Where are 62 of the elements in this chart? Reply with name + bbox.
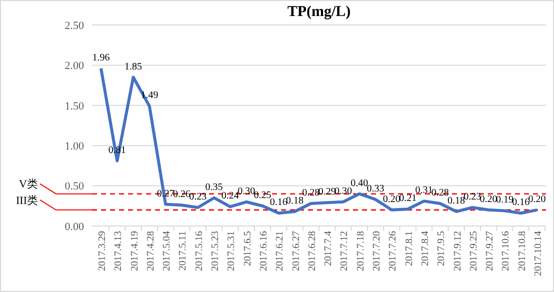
x-tick-label: 2017.8.1 <box>404 231 415 266</box>
x-tick-label: 2017.5.04 <box>162 231 173 271</box>
x-tick-label: 2017.10.14 <box>533 231 544 276</box>
x-tick-label: 2017.9.12 <box>452 231 464 271</box>
x-tick-label: 2017.4.28 <box>145 231 156 271</box>
data-label: 1.85 <box>124 61 142 72</box>
x-tick-label: 2017.3.29 <box>97 231 108 271</box>
y-tick-label: 1.00 <box>64 140 84 152</box>
x-tick-label: 2017.9.27 <box>484 231 496 271</box>
y-tick-label: 2.50 <box>64 20 84 32</box>
data-label: 0.29 <box>318 186 336 198</box>
x-tick-label: 2017.7.20 <box>372 231 383 271</box>
y-tick-label: 1.50 <box>64 100 84 112</box>
x-tick-label: 2017.6.21 <box>274 231 286 271</box>
x-tick-label: 2017.10.6 <box>500 231 512 271</box>
data-label: 0.25 <box>254 190 272 201</box>
y-tick-label: 0.50 <box>64 180 84 193</box>
data-label: 0.18 <box>286 196 304 207</box>
data-label: 0.16 <box>512 197 530 208</box>
x-tick-label: 2017.6.16 <box>258 231 270 271</box>
ref-line-label: V类 <box>19 178 38 191</box>
data-label: 0.19 <box>496 194 514 206</box>
data-label: 0.24 <box>221 190 239 202</box>
x-tick-label: 2017.6.28 <box>306 231 318 271</box>
data-label: 0.23 <box>464 192 482 203</box>
x-tick-label: 2017.5.31 <box>226 231 238 271</box>
x-tick-label: 2017.5.23 <box>210 231 222 271</box>
data-label: 0.30 <box>238 186 256 197</box>
x-tick-label: 2017.4.13 <box>113 231 124 271</box>
data-label: 0.21 <box>399 193 417 204</box>
data-label: 0.20 <box>528 194 546 205</box>
x-tick-label: 2017.6.27 <box>290 231 302 271</box>
data-label: 0.18 <box>448 196 466 207</box>
x-tick-label: 2017.4.19 <box>129 231 140 271</box>
data-label: 0.20 <box>480 194 498 205</box>
x-tick-label: 2017.7.12 <box>339 231 350 271</box>
data-label: 0.31 <box>415 185 433 196</box>
data-label: 0.40 <box>350 178 368 189</box>
data-label: 0.35 <box>205 182 223 193</box>
x-tick-label: 2017.5.16 <box>194 231 205 271</box>
data-label: 0.16 <box>270 197 288 208</box>
x-tick-label: 2017.5.11 <box>178 231 189 271</box>
data-label: 0.33 <box>366 183 384 194</box>
y-tick-label: 0.00 <box>64 220 84 233</box>
data-label: 0.23 <box>189 192 207 203</box>
x-tick-label: 2017.7.18 <box>355 231 366 271</box>
x-tick-label: 2017.7.4 <box>323 231 334 266</box>
x-tick-label: 2017.6.5 <box>242 231 254 266</box>
data-label: 0.28 <box>431 187 449 198</box>
data-label: 1.96 <box>92 52 110 64</box>
x-tick-label: 2017.7.26 <box>388 231 399 271</box>
x-tick-label: 2017.8.4 <box>420 231 431 266</box>
data-label: 0.20 <box>382 194 400 205</box>
data-label: 0.28 <box>302 187 320 198</box>
data-label: 0.26 <box>172 189 190 200</box>
chart-title: TP(mg/L) <box>287 4 351 20</box>
x-tick-label: 2017.9.25 <box>468 231 480 271</box>
y-tick-label: 2.00 <box>64 60 84 72</box>
data-label: 0.30 <box>334 186 352 197</box>
x-tick-label: 2017.10.8 <box>516 231 528 271</box>
ref-line-label: III类 <box>16 194 38 207</box>
x-tick-label: 2017.9.5 <box>436 231 448 266</box>
